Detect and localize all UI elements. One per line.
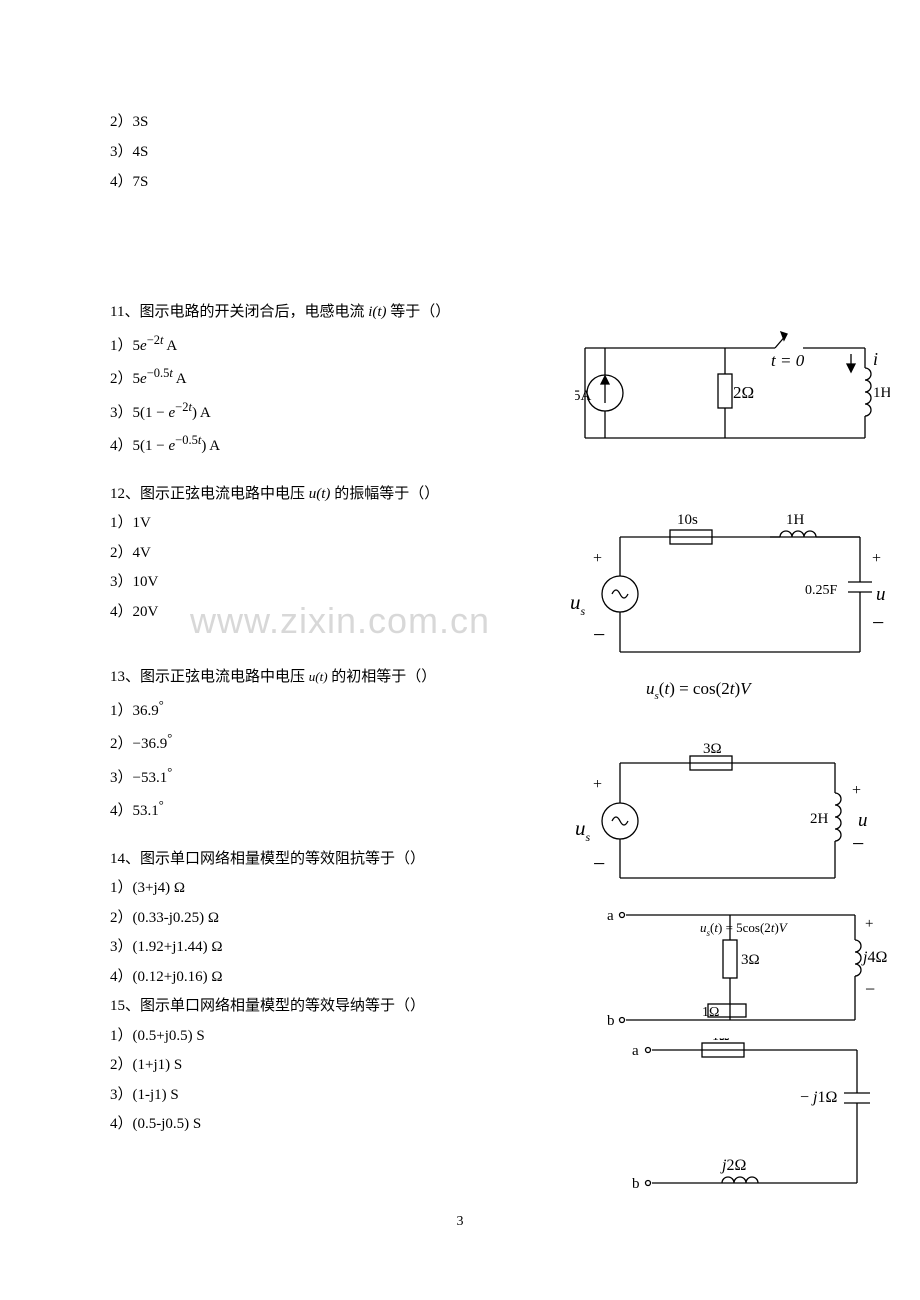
d14-plus: +: [865, 916, 873, 932]
d12-c: 0.25F: [805, 583, 838, 598]
q13-o2-e: −36.9°: [133, 736, 173, 752]
d11-r: 2Ω: [733, 383, 754, 402]
opt-2: 2）3S: [110, 110, 820, 134]
q11-stem-pre: 11、图示电路的开关闭合后，电感电流: [110, 304, 368, 320]
q13-mid: u(t): [309, 669, 328, 684]
q13-o3-l: 3）: [110, 770, 133, 786]
d11-i: i: [873, 349, 878, 369]
d12-r: 10s: [677, 512, 698, 528]
d12-formula: us(t) = cos(2t)V: [646, 679, 753, 702]
d15-l: j2Ω: [720, 1157, 746, 1174]
q11-o3-l: 3）: [110, 405, 133, 421]
d13-u: u: [858, 810, 868, 831]
q11-o4-l: 4）: [110, 438, 133, 454]
q12-post: 的振幅等于（）: [330, 486, 439, 502]
q13-pre: 13、图示正弦电流电路中电压: [110, 669, 309, 685]
d13-plus2: +: [852, 782, 861, 799]
d13-plus1: +: [593, 776, 602, 793]
q11-o1-e: 5e−2t: [133, 338, 164, 354]
q13-o1-e: 36.9°: [133, 703, 164, 719]
circuit-d15: a b 1Ω − j1Ω j2Ω: [632, 1038, 887, 1203]
d13-r: 3Ω: [703, 743, 722, 757]
q13-o1-l: 1）: [110, 703, 133, 719]
d12-u: u: [876, 584, 886, 605]
q11-o2-l: 2）: [110, 371, 133, 387]
d14-r2: 1Ω: [702, 1005, 719, 1020]
d14-r1: 3Ω: [741, 952, 760, 968]
q13-o4-l: 4）: [110, 803, 133, 819]
d13-minus2: −: [852, 831, 864, 856]
d12-plus2: +: [872, 550, 881, 567]
d15-top: 1Ω: [712, 1038, 729, 1044]
d15-a: a: [632, 1043, 639, 1059]
q11-stem-post: 等于（）: [387, 304, 451, 320]
q13-post: 的初相等于（）: [328, 669, 437, 685]
d13-l: 2H: [810, 811, 829, 827]
d12-minus2: −: [872, 610, 884, 635]
d13-us: us: [575, 816, 591, 844]
d14-minus: −: [865, 979, 875, 999]
d12-plus1: +: [593, 550, 602, 567]
q11-o2-u: A: [173, 371, 187, 387]
circuit-d14: a b 3Ω 1Ω j4Ω + − us(t) = 5cos(2t)V: [600, 900, 895, 1040]
page-number: 3: [457, 1214, 464, 1230]
q11-o4-e: 5(1 − e−0.5t): [133, 438, 207, 454]
q13-o3-e: −53.1°: [133, 770, 173, 786]
d11-5a: 5A: [575, 388, 592, 404]
q11-it: i(t): [368, 304, 386, 320]
d11-l: 1H: [873, 385, 890, 401]
q11-o3-e: 5(1 − e−2t): [133, 405, 197, 421]
q11-o3-u: A: [197, 405, 211, 421]
d14-l: j4Ω: [861, 949, 887, 966]
circuit-d13: + − us 3Ω 2H + u −: [575, 743, 885, 908]
q13-o4-e: 53.1°: [133, 803, 164, 819]
q11-o4-u: A: [206, 438, 220, 454]
d11-t0: t = 0: [771, 351, 805, 370]
d14-a: a: [607, 908, 614, 924]
opt-4: 4）7S: [110, 170, 820, 194]
d12-us: us: [570, 590, 586, 618]
circuit-d11: 5A 2Ω 1H t = 0 i: [575, 318, 890, 473]
d15-b: b: [632, 1176, 640, 1192]
q11-o1-u: A: [163, 338, 177, 354]
circuit-d12: + − us 10s 1H 0.25F + u − us(t) = cos(2t…: [570, 512, 890, 707]
q12-mid: u(t): [309, 486, 331, 502]
d15-c: − j1Ω: [800, 1089, 837, 1106]
opt-3: 3）4S: [110, 140, 820, 164]
d13-minus1: −: [593, 851, 605, 876]
q12-stem: 12、图示正弦电流电路中电压 u(t) 的振幅等于（）: [110, 482, 820, 508]
q11-o1-l: 1）: [110, 338, 133, 354]
d12-minus1: −: [593, 622, 605, 647]
d14-formula: us(t) = 5cos(2t)V: [700, 920, 789, 938]
d14-b: b: [607, 1013, 615, 1029]
q13-o2-l: 2）: [110, 736, 133, 752]
q11-o2-e: 5e−0.5t: [133, 371, 173, 387]
q12-pre: 12、图示正弦电流电路中电压: [110, 486, 309, 502]
d12-l: 1H: [786, 512, 805, 528]
